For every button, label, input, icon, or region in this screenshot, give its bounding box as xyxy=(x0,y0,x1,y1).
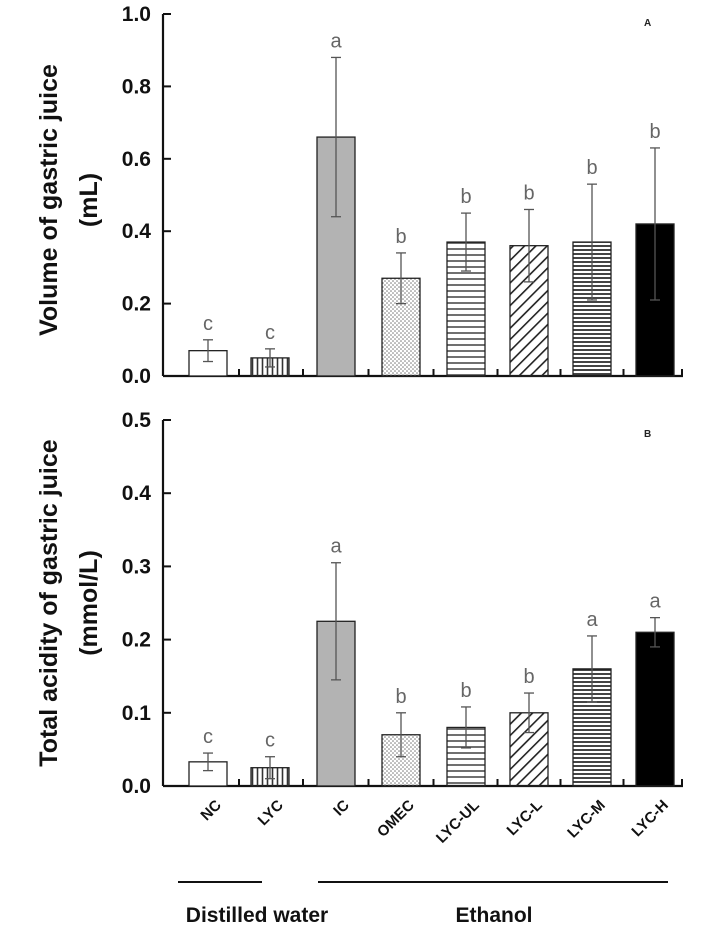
x-category-label: NC xyxy=(197,797,224,824)
panel-b-significance-label: b xyxy=(523,666,534,688)
panel-b-significance-label: a xyxy=(330,536,342,558)
panel-b-bar-lyc-h xyxy=(635,631,675,787)
panel-b-y-tick-label: 0.3 xyxy=(122,555,151,578)
group-label-ethanol: Ethanol xyxy=(456,904,533,927)
panel-b-significance-label: c xyxy=(265,730,275,752)
x-category-label: LYC-H xyxy=(628,797,671,840)
panel-a-plot-area: 0.0 0.2 0.4 0.6 0.8 1.0 c c a b b b b b xyxy=(122,3,683,388)
panel-b-label: B xyxy=(644,429,651,440)
panel-b-bar-omec xyxy=(381,734,421,787)
panel-a-label: A xyxy=(644,18,651,29)
panel-b-significance-label: c xyxy=(203,726,213,748)
panel-b-y-tick-label: 0.2 xyxy=(122,629,151,652)
x-category-label: LYC-UL xyxy=(433,797,483,847)
panel-a-y-tick-label: 0.6 xyxy=(122,148,151,171)
group-brackets: Distilled water Ethanol xyxy=(178,881,668,927)
panel-b-ylabel-line2: (mmol/L) xyxy=(75,550,103,656)
panel-b-y-tick-label: 0.1 xyxy=(122,702,152,725)
panel-b-y-tick-label: 0.5 xyxy=(122,409,152,432)
panel-b: Total acidity of gastric juice (mmol/L) … xyxy=(35,409,683,798)
panel-a-significance-label: a xyxy=(330,30,342,52)
x-category-label: OMEC xyxy=(374,797,418,841)
group-label-distilled-water: Distilled water xyxy=(186,904,328,927)
panel-a-significance-label: b xyxy=(649,121,660,143)
x-category-label: LYC xyxy=(255,797,287,829)
panel-b-y-tick-label: 0.0 xyxy=(122,775,151,798)
x-axis-category-labels: NC LYC IC OMEC LYC-UL LYC-L LYC-M LYC-H xyxy=(197,797,671,847)
panel-b-significance-label: b xyxy=(460,680,471,702)
x-category-label: LYC-M xyxy=(564,797,609,842)
panel-a-y-tick-label: 0.2 xyxy=(122,293,151,316)
panel-b-significance-label: a xyxy=(586,609,598,631)
panel-a-significance-label: b xyxy=(460,186,471,208)
panel-b-plot-area: 0.0 0.1 0.2 0.3 0.4 0.5 c c a b b b a a xyxy=(122,409,683,798)
panel-a-bar-nc xyxy=(188,350,228,377)
x-category-label: IC xyxy=(330,797,353,820)
panel-b-ylabel-line1: Total acidity of gastric juice xyxy=(35,439,63,766)
panel-a-significance-label: c xyxy=(203,313,213,335)
panel-b-significance-label: a xyxy=(649,591,661,613)
panel-a-significance-label: b xyxy=(395,226,406,248)
x-category-label: LYC-L xyxy=(504,797,546,839)
panel-b-significance-label: b xyxy=(395,686,406,708)
panel-a: Volume of gastric juice (mL) A 0.0 0.2 0.4… xyxy=(35,3,683,388)
panel-a-significance-label: b xyxy=(586,157,597,179)
panel-a-y-tick-label: 0.8 xyxy=(122,75,152,98)
panel-a-significance-label: b xyxy=(523,182,534,204)
panel-a-significance-label: c xyxy=(265,322,275,344)
panel-a-y-tick-label: 0.4 xyxy=(122,220,152,243)
panel-b-y-tick-label: 0.4 xyxy=(122,482,152,505)
panel-a-ylabel-line1: Volume of gastric juice xyxy=(35,64,63,336)
panel-a-ylabel-line2: (mL) xyxy=(75,173,103,227)
panel-a-y-tick-label: 1.0 xyxy=(122,3,151,26)
panel-a-y-tick-label: 0.0 xyxy=(122,365,151,388)
